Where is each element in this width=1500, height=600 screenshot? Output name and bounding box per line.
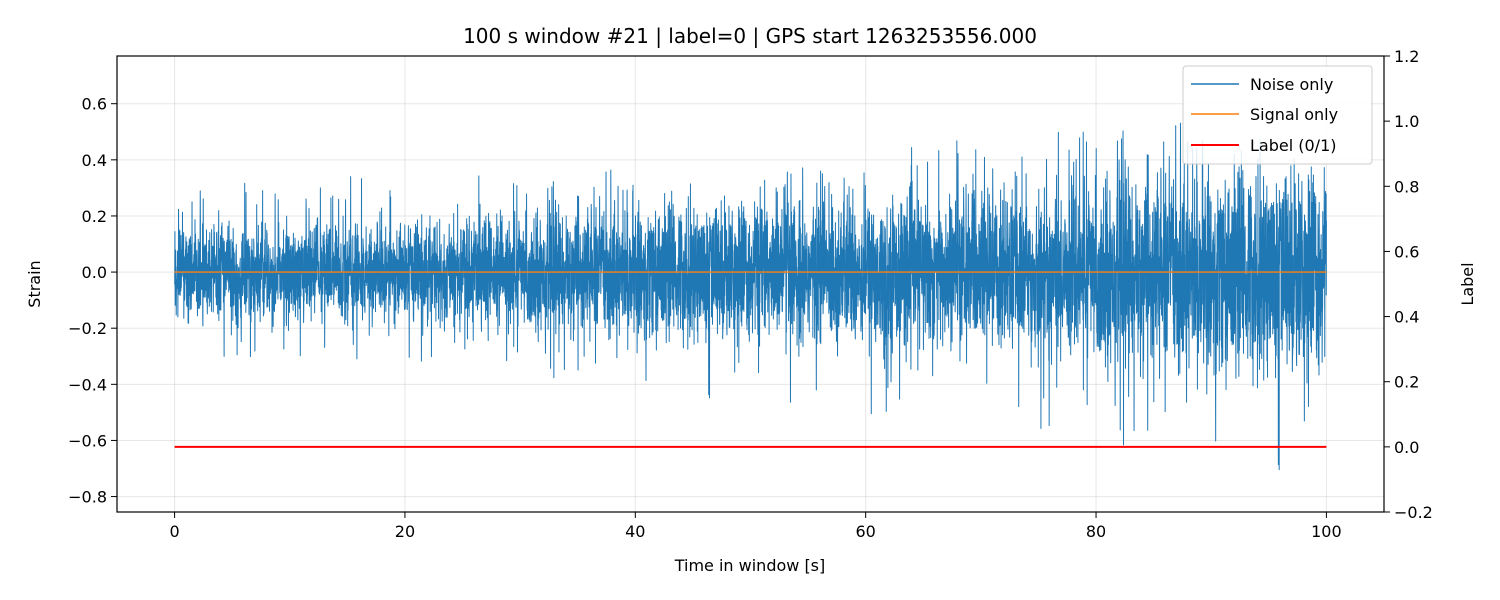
- y-tick-label: 0.2: [82, 207, 107, 226]
- x-axis-label: Time in window [s]: [674, 556, 826, 575]
- y-axis-right: 1.2 1.0 0.8 0.6 0.4 0.2 0.0 −0.2: [1384, 47, 1433, 522]
- y2-tick-label: 1.2: [1394, 47, 1419, 66]
- x-tick-label: 20: [395, 522, 415, 541]
- y2-tick-label: 0.0: [1394, 438, 1419, 457]
- plot-frame: [116, 55, 1385, 513]
- y2-tick-label: 1.0: [1394, 112, 1419, 131]
- x-tick-label: 80: [1086, 522, 1106, 541]
- legend-box: [1182, 65, 1373, 165]
- y-tick-label: −0.2: [68, 319, 107, 338]
- y-axis-label: Strain: [25, 260, 44, 307]
- x-tick-label: 60: [856, 522, 876, 541]
- y-tick-label: 0.4: [82, 151, 107, 170]
- y2-tick-label: 0.4: [1394, 308, 1419, 327]
- y-tick-label: −0.6: [68, 431, 107, 450]
- y-tick-label: −0.4: [68, 375, 107, 394]
- y-tick-label: 0.0: [82, 263, 107, 282]
- y2-tick-label: 0.2: [1394, 373, 1419, 392]
- y-tick-label: −0.8: [68, 488, 107, 507]
- x-tick-label: 100: [1311, 522, 1342, 541]
- legend-label-noise: Noise only: [1250, 75, 1333, 94]
- legend-label-label: Label (0/1): [1250, 136, 1336, 155]
- y2-tick-label: −0.2: [1394, 503, 1433, 522]
- y2-axis-label: Label: [1458, 262, 1477, 305]
- x-tick-label: 40: [625, 522, 645, 541]
- legend-label-signal: Signal only: [1250, 105, 1338, 124]
- series-layer: [174, 122, 1327, 471]
- x-tick-label: 0: [169, 522, 179, 541]
- chart-title: 100 s window #21 | label=0 | GPS start 1…: [463, 24, 1037, 48]
- y-tick-label: 0.6: [82, 95, 107, 114]
- legend: Noise only Signal only Label (0/1): [1182, 65, 1373, 165]
- y2-tick-label: 0.8: [1394, 177, 1419, 196]
- y2-tick-label: 0.6: [1394, 242, 1419, 261]
- x-axis: 0 20 40 60 80 100: [169, 512, 1342, 541]
- y-axis-left: 0.6 0.4 0.2 0.0 −0.2 −0.4 −0.6 −0.8: [68, 95, 117, 507]
